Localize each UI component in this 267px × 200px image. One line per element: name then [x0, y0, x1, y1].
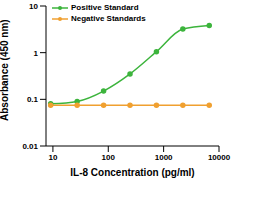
svg-text:IL-8 Concentration (pg/ml): IL-8 Concentration (pg/ml)	[70, 167, 194, 178]
svg-text:0.1: 0.1	[27, 95, 39, 104]
svg-text:10: 10	[48, 153, 57, 162]
svg-text:10000: 10000	[208, 153, 231, 162]
html-text:Negative Standards: Negative Standards	[71, 14, 146, 23]
html-text:Positive Standard: Positive Standard	[71, 3, 139, 12]
svg-text:1: 1	[34, 49, 39, 58]
svg-text:10: 10	[29, 2, 38, 11]
svg-text:100: 100	[102, 153, 116, 162]
svg-text:1000: 1000	[155, 153, 173, 162]
svg-text:0.01: 0.01	[22, 142, 38, 151]
svg-text:Absorbance (450 nm): Absorbance (450 nm)	[8, 19, 10, 121]
